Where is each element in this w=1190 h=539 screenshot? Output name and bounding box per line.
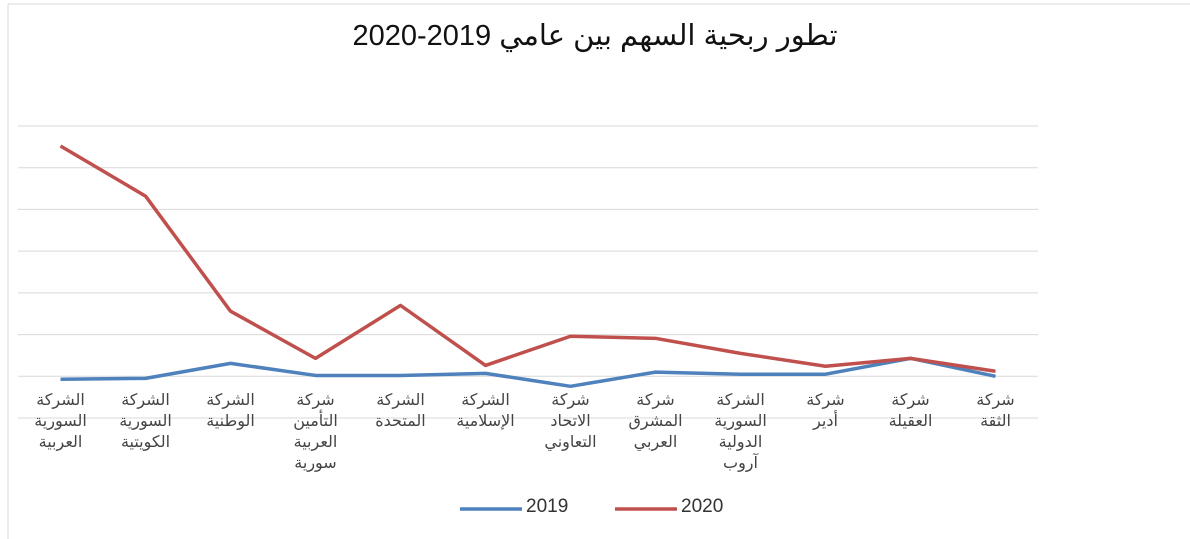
- series-line: [59, 144, 996, 374]
- x-tick-label: الشركة السورية الدولية آروب: [714, 392, 767, 472]
- x-tick-label: شركة التأمين العربية سورية: [293, 392, 338, 472]
- chart-title: تطور ربحية السهم بين عامي 2019-2020: [352, 20, 838, 52]
- x-tick-label: شركة الثقة: [976, 392, 1015, 430]
- x-tick-label: الشركة الإسلامية: [456, 392, 515, 430]
- x-tick-label: الشركة السورية العربية: [34, 392, 87, 451]
- x-tick-label: شركة أدير: [806, 392, 845, 430]
- x-tick-label: الشركة السورية الكويتية: [119, 392, 172, 451]
- legend-label: 2020: [681, 496, 724, 517]
- x-tick-label: الشركة المتحدة: [375, 392, 426, 430]
- x-tick-label: الشركة الوطنية: [206, 392, 255, 430]
- series-line: [60, 356, 996, 389]
- x-tick-label: شركة المشرق العربي: [628, 392, 683, 451]
- x-tick-label: شركة العقيلة: [888, 392, 933, 430]
- legend-label: 2019: [526, 496, 569, 517]
- x-tick-label: شركة الاتحاد التعاوني: [544, 392, 597, 451]
